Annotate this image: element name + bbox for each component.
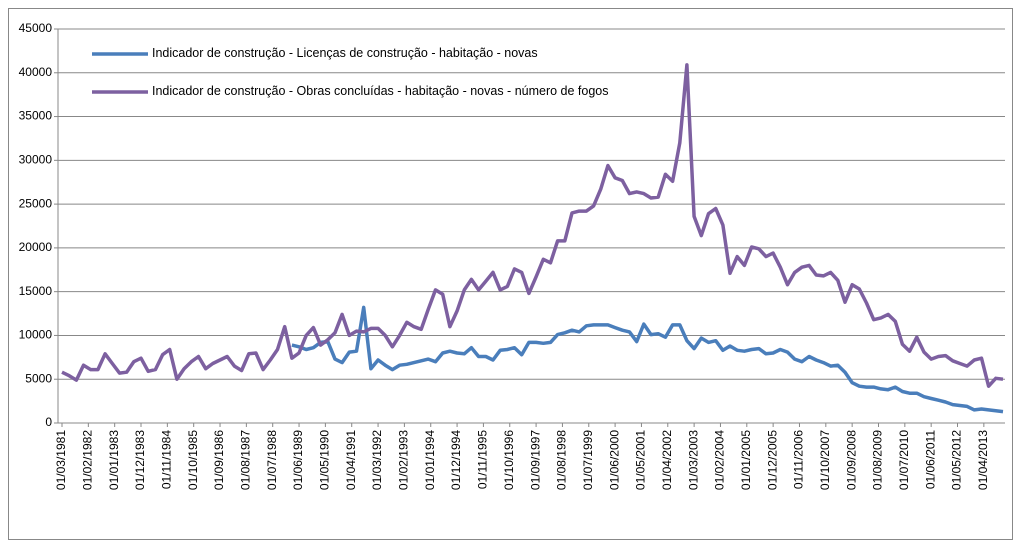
y-tick-label: 45000 bbox=[19, 21, 53, 35]
x-tick-label: 01/10/2007 bbox=[818, 430, 832, 490]
x-tick-label: 01/09/1997 bbox=[528, 430, 542, 490]
x-tick-label: 01/05/2012 bbox=[950, 430, 964, 490]
x-tick-label: 01/07/1988 bbox=[265, 430, 279, 490]
legend-entry: Indicador de construção - Obras concluíd… bbox=[152, 84, 609, 98]
x-tick-label: 01/05/1990 bbox=[318, 430, 332, 490]
x-tick-label: 01/10/1996 bbox=[502, 430, 516, 490]
x-tick-label: 01/09/2008 bbox=[844, 430, 858, 490]
x-tick-label: 01/12/1994 bbox=[449, 430, 463, 490]
x-tick-label: 01/06/2000 bbox=[607, 430, 621, 490]
x-tick-label: 01/03/1981 bbox=[54, 430, 68, 490]
x-tick-label: 01/04/2013 bbox=[976, 430, 990, 490]
x-tick-label: 01/12/2005 bbox=[765, 430, 779, 490]
y-tick-label: 40000 bbox=[19, 65, 53, 79]
x-tick-label: 01/10/1985 bbox=[186, 430, 200, 490]
x-tick-label: 01/06/1989 bbox=[291, 430, 305, 490]
x-tick-label: 01/03/1992 bbox=[370, 430, 384, 490]
y-tick-label: 5000 bbox=[25, 371, 52, 385]
x-tick-label: 01/11/2006 bbox=[792, 430, 806, 489]
x-tick-label: 01/03/2003 bbox=[686, 430, 700, 490]
y-tick-label: 35000 bbox=[19, 109, 53, 123]
x-tick-label: 01/08/2009 bbox=[871, 430, 885, 490]
chart-border bbox=[8, 8, 1013, 540]
x-tick-label: 01/01/2005 bbox=[739, 430, 753, 490]
x-tick-label: 01/04/2002 bbox=[660, 430, 674, 490]
x-tick-label: 01/01/1983 bbox=[107, 430, 121, 490]
x-tick-label: 01/02/1993 bbox=[397, 430, 411, 490]
x-tick-label: 01/08/1998 bbox=[555, 430, 569, 490]
y-tick-label: 30000 bbox=[19, 153, 53, 167]
x-tick-label: 01/07/1999 bbox=[581, 430, 595, 490]
x-tick-label: 01/02/2004 bbox=[713, 430, 727, 490]
x-tick-label: 01/01/1994 bbox=[423, 430, 437, 490]
y-tick-label: 25000 bbox=[19, 196, 53, 210]
y-tick-label: 0 bbox=[45, 415, 52, 429]
x-tick-label: 01/08/1987 bbox=[239, 430, 253, 490]
data-line bbox=[291, 305, 1004, 414]
x-tick-label: 01/09/1986 bbox=[212, 430, 226, 490]
legend-label: Indicador de construção - Licenças de co… bbox=[152, 46, 538, 60]
x-tick-label: 01/11/1984 bbox=[160, 430, 174, 489]
x-tick-label: 01/07/2010 bbox=[897, 430, 911, 490]
y-tick-label: 10000 bbox=[19, 328, 53, 342]
legend-entry: Indicador de construção - Licenças de co… bbox=[152, 46, 538, 60]
x-tick-label: 01/04/1991 bbox=[344, 430, 358, 490]
data-line bbox=[61, 63, 1004, 388]
y-tick-label: 20000 bbox=[19, 240, 53, 254]
x-tick-label: 01/12/1983 bbox=[133, 430, 147, 490]
x-tick-label: 01/11/1995 bbox=[476, 430, 490, 489]
x-tick-label: 01/05/2001 bbox=[634, 430, 648, 490]
x-tick-label: 01/06/2011 bbox=[923, 430, 937, 489]
y-tick-label: 15000 bbox=[19, 284, 53, 298]
x-tick-label: 01/02/1982 bbox=[81, 430, 95, 490]
legend-label: Indicador de construção - Obras concluíd… bbox=[152, 84, 609, 98]
